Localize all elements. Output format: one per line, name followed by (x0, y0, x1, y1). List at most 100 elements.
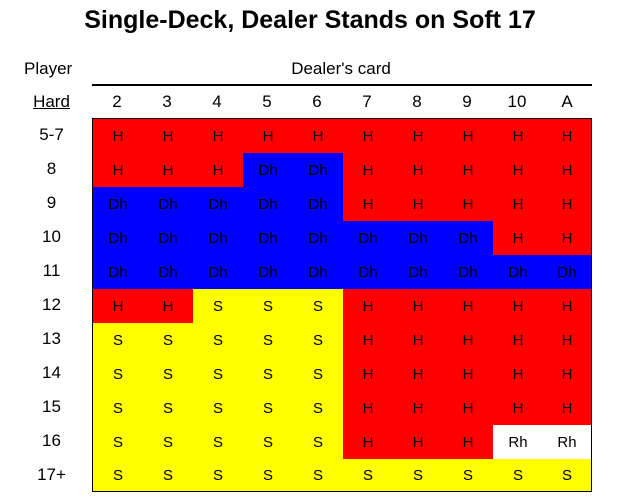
player-hand-label: 13 (42, 329, 61, 348)
strategy-cell: H (543, 289, 591, 323)
strategy-cell: H (543, 153, 591, 187)
player-hand-label: 10 (42, 227, 61, 246)
strategy-cell: S (243, 357, 293, 391)
strategy-cell: Dh (393, 221, 443, 255)
strategy-cell: H (543, 391, 591, 425)
strategy-cell: S (193, 391, 243, 425)
strategy-cell: S (243, 459, 293, 491)
player-hand-label: 17+ (37, 465, 66, 484)
strategy-cell: Dh (243, 255, 293, 289)
strategy-cell: H (93, 289, 143, 323)
strategy-cell: H (393, 289, 443, 323)
strategy-cell: H (543, 187, 591, 221)
player-hand-label: 11 (42, 261, 61, 280)
strategy-cell: S (343, 459, 393, 491)
player-hand-label: 8 (46, 159, 57, 178)
strategy-cell: S (293, 289, 343, 323)
strategy-cell: Dh (143, 255, 193, 289)
strategy-cell: S (443, 459, 493, 491)
strategy-cell: S (193, 289, 243, 323)
strategy-cell: H (343, 289, 393, 323)
hard-hands-label: Hard (33, 92, 70, 111)
player-hand-label: 16 (42, 431, 61, 450)
strategy-cell: H (143, 153, 193, 187)
strategy-cell: S (143, 391, 193, 425)
strategy-cell: S (293, 391, 343, 425)
strategy-cell: S (143, 425, 193, 459)
strategy-cell: Dh (143, 187, 193, 221)
strategy-cell: H (293, 119, 343, 153)
strategy-cell: H (443, 187, 493, 221)
strategy-cell: Dh (293, 187, 343, 221)
strategy-cell: H (393, 153, 443, 187)
strategy-cell: H (443, 357, 493, 391)
strategy-cell: H (343, 153, 393, 187)
strategy-cell: S (93, 357, 143, 391)
dealer-card-header: 2 (112, 92, 122, 111)
strategy-cell: Dh (243, 187, 293, 221)
page-title: Single-Deck, Dealer Stands on Soft 17 (84, 6, 536, 34)
strategy-cell: H (143, 119, 193, 153)
strategy-cell: H (543, 323, 591, 357)
strategy-cell: Dh (243, 221, 293, 255)
strategy-cell: S (193, 425, 243, 459)
strategy-cell: Dh (93, 187, 143, 221)
strategy-cell: S (193, 459, 243, 491)
strategy-cell: Dh (193, 255, 243, 289)
strategy-cell: Dh (243, 153, 293, 187)
strategy-cell: H (443, 289, 493, 323)
strategy-cell: Dh (293, 153, 343, 187)
strategy-cell: S (143, 323, 193, 357)
strategy-cell: Dh (93, 255, 143, 289)
strategy-cell: S (243, 323, 293, 357)
strategy-cell: H (543, 221, 591, 255)
strategy-cell: Dh (493, 255, 543, 289)
player-hand-label: 12 (42, 295, 61, 314)
strategy-cell: H (243, 119, 293, 153)
strategy-cell: H (443, 391, 493, 425)
dealer-card-header: 3 (162, 92, 172, 111)
strategy-cell: H (93, 153, 143, 187)
strategy-cell: S (243, 391, 293, 425)
strategy-cell: H (343, 425, 393, 459)
strategy-cell: S (193, 323, 243, 357)
strategy-cell: Dh (443, 255, 493, 289)
player-hand-label: 5-7 (39, 125, 64, 144)
strategy-cell: Dh (343, 221, 393, 255)
strategy-cell: H (493, 119, 543, 153)
strategy-cell: Dh (93, 221, 143, 255)
dealer-card-headers: 2 3 4 5 6 7 8 9 10 A (92, 91, 592, 113)
strategy-cell: S (93, 425, 143, 459)
strategy-cell: S (393, 459, 443, 491)
strategy-cell: H (543, 119, 591, 153)
player-label: Player (24, 59, 73, 78)
strategy-cell: H (493, 289, 543, 323)
player-hand-label: 9 (46, 193, 57, 212)
strategy-cell: H (393, 187, 443, 221)
strategy-cell: S (293, 323, 343, 357)
strategy-cell: Dh (543, 255, 591, 289)
strategy-cell: H (193, 153, 243, 187)
strategy-cell: H (393, 391, 443, 425)
strategy-cell: H (93, 119, 143, 153)
strategy-cell: Dh (343, 255, 393, 289)
strategy-cell: H (393, 119, 443, 153)
dealer-card-header: A (561, 92, 573, 111)
dealer-card-header: 9 (462, 92, 472, 111)
strategy-cell: S (293, 425, 343, 459)
strategy-cell: H (543, 357, 591, 391)
strategy-cell: Dh (143, 221, 193, 255)
strategy-cell: H (393, 425, 443, 459)
strategy-cell: S (93, 323, 143, 357)
strategy-cell: Rh (543, 425, 591, 459)
strategy-cell: H (343, 357, 393, 391)
strategy-cell: Dh (193, 187, 243, 221)
dealer-card-header: 8 (412, 92, 422, 111)
strategy-cell: H (443, 153, 493, 187)
strategy-cell: Rh (493, 425, 543, 459)
dealer-card-header: 4 (212, 92, 222, 111)
strategy-cell: H (343, 323, 393, 357)
dealer-card-header: 6 (312, 92, 322, 111)
strategy-cell: H (143, 289, 193, 323)
strategy-cell: H (443, 323, 493, 357)
